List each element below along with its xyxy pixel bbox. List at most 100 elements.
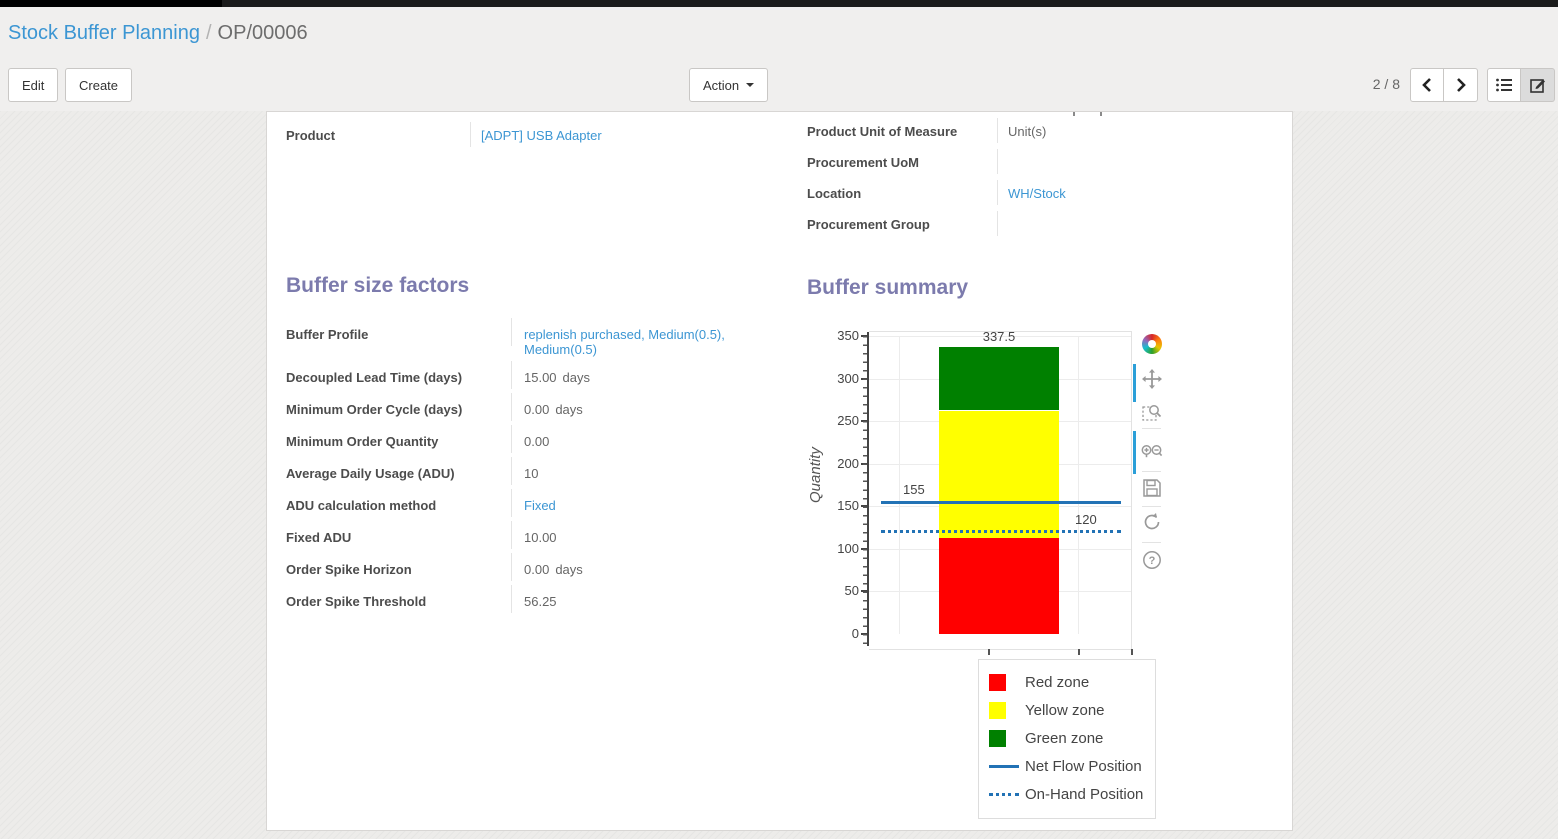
y-axis-tick-label: 350	[837, 328, 859, 343]
net-flow-position-line[interactable]	[881, 501, 1121, 505]
field-value-link[interactable]: [ADPT] USB Adapter	[481, 128, 602, 143]
field-row: Procurement Group	[807, 211, 1294, 242]
field-label: Order Spike Threshold	[286, 585, 512, 613]
field-value-link[interactable]: WH/Stock	[1008, 186, 1066, 201]
y-axis-tick-label: 200	[837, 455, 859, 471]
field-value-link[interactable]: replenish purchased, Medium(0.5), Medium…	[524, 327, 725, 357]
field-row: Product [ADPT] USB Adapter	[286, 122, 786, 153]
x-axis-tick	[1078, 649, 1080, 655]
legend-item[interactable]: Yellow zone	[979, 696, 1155, 724]
x-axis-tick	[988, 649, 990, 655]
line-value-label: 120	[1075, 511, 1097, 527]
field-label: Procurement UoM	[807, 149, 998, 174]
field-label: Order Spike Horizon	[286, 553, 512, 581]
chevron-right-icon	[1456, 78, 1466, 92]
field-value-link[interactable]: Fixed	[524, 498, 556, 513]
field-row: Order Spike Threshold 56.25	[286, 585, 786, 617]
legend-label: Net Flow Position	[1025, 757, 1142, 775]
y-axis-title: Quantity	[807, 447, 824, 503]
y-axis-tick-label: 300	[837, 370, 859, 386]
legend-label: Red zone	[1025, 673, 1090, 691]
field-label: Average Daily Usage (ADU)	[286, 457, 512, 485]
field-value: 0.00 days	[524, 402, 583, 417]
x-axis-tick	[1131, 649, 1133, 655]
field-value: Unit(s)	[1008, 124, 1047, 139]
legend-swatch-square	[989, 701, 1023, 719]
zoom-in-out-icon[interactable]	[1139, 438, 1165, 464]
gridline	[899, 336, 900, 634]
field-unit: days	[555, 562, 583, 577]
pager-next-button[interactable]	[1444, 68, 1478, 102]
view-switcher	[1487, 68, 1555, 102]
create-button[interactable]: Create	[65, 68, 133, 102]
legend-label: Yellow zone	[1025, 701, 1105, 719]
chart-modebar: ?	[1133, 331, 1167, 621]
control-panel: Stock Buffer Planning / OP/00006 Edit Crea…	[0, 7, 1558, 112]
breadcrumb-parent-link[interactable]: Stock Buffer Planning	[8, 22, 200, 44]
zone-bar-red-zone[interactable]	[939, 538, 1059, 634]
field-value	[998, 211, 1294, 221]
edit-button[interactable]: Edit	[8, 68, 59, 102]
top-window-bar-segment	[0, 0, 222, 7]
buffer-summary-chart: 050100150200250300350Quantity112.5262.53…	[807, 292, 1282, 832]
field-label: Fixed ADU	[286, 521, 512, 549]
legend-swatch-square	[989, 729, 1023, 747]
action-dropdown-button[interactable]: Action	[689, 68, 769, 102]
field-value: 15.00 days	[524, 370, 591, 385]
gridline	[1078, 336, 1079, 634]
zone-bar-yellow-zone[interactable]	[939, 410, 1059, 539]
legend-swatch-dots	[989, 792, 1023, 796]
autoscale-icon[interactable]	[1139, 509, 1165, 535]
help-icon[interactable]: ?	[1139, 547, 1165, 573]
field-value: 10	[524, 466, 539, 481]
legend-item[interactable]: On-Hand Position	[979, 780, 1155, 808]
y-axis-tick-label: 50	[844, 583, 859, 599]
legend-item[interactable]: Green zone	[979, 724, 1155, 752]
field-row: Decoupled Lead Time (days) 15.00 days	[286, 361, 786, 393]
field-row: Fixed ADU 10.00	[286, 521, 786, 553]
legend-swatch-square	[989, 673, 1023, 691]
y-axis-tick-label: 100	[837, 540, 859, 556]
legend-label: Green zone	[1025, 729, 1104, 747]
legend-item[interactable]: Red zone	[979, 668, 1155, 696]
action-dropdown-label: Action	[703, 77, 740, 93]
pager-previous-button[interactable]	[1410, 68, 1444, 102]
field-label: Procurement Group	[807, 211, 998, 236]
top-window-bar	[0, 0, 1558, 7]
pan-icon[interactable]	[1139, 366, 1165, 392]
field-value: 10.00	[524, 530, 557, 545]
modebar-active-indicator	[1133, 364, 1136, 402]
chevron-left-icon	[1422, 78, 1431, 92]
form-sheet: Product [ADPT] USB Adapter Product Unit o…	[266, 111, 1293, 831]
save-icon[interactable]	[1139, 475, 1165, 501]
svg-text:?: ?	[1149, 555, 1156, 567]
field-row: Product Unit of Measure Unit(s)	[807, 118, 1294, 149]
form-view-button[interactable]	[1521, 68, 1555, 102]
box-zoom-icon[interactable]	[1139, 399, 1165, 425]
pager-counter: 2 / 8	[1372, 76, 1400, 92]
on-hand-position-line[interactable]	[881, 529, 1121, 533]
field-group-right: Product Unit of Measure Unit(s) Procuremen…	[807, 118, 1294, 242]
field-value: 56.25	[524, 594, 557, 609]
plot-border-bottom	[869, 649, 1132, 650]
plotly-logo-icon[interactable]	[1139, 331, 1165, 357]
field-label: Buffer Profile	[286, 318, 512, 346]
zone-bar-green-zone[interactable]	[939, 346, 1059, 411]
list-view-button[interactable]	[1487, 68, 1521, 102]
field-label: Decoupled Lead Time (days)	[286, 361, 512, 389]
plot-border-right	[1131, 331, 1132, 649]
field-label: ADU calculation method	[286, 489, 512, 517]
section-title-buffer-summary: Buffer summary	[807, 276, 969, 299]
legend-item[interactable]: Net Flow Position	[979, 752, 1155, 780]
breadcrumb-separator: /	[205, 22, 212, 44]
y-axis-tick-label: 250	[837, 413, 859, 429]
y-axis-tick-label: 150	[837, 498, 859, 514]
field-value	[998, 149, 1294, 159]
field-row: Average Daily Usage (ADU) 10	[286, 457, 786, 489]
pager-nav	[1410, 68, 1478, 102]
field-label: Minimum Order Cycle (days)	[286, 393, 512, 421]
gridline	[869, 336, 1131, 337]
list-view-icon	[1496, 78, 1512, 92]
chart-legend: Red zone Yellow zone Green zone Net Flow Po…	[978, 659, 1156, 819]
breadcrumb-current: OP/00006	[217, 22, 308, 44]
